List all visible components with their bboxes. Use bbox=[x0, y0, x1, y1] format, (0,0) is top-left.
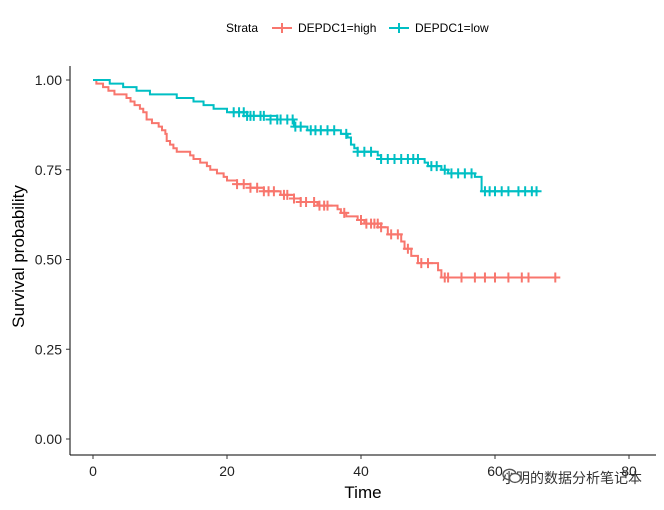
legend-key-cross bbox=[394, 23, 404, 33]
watermark: 小明的数据分析笔记本 bbox=[502, 468, 642, 488]
censor-mark bbox=[503, 186, 514, 197]
x-tick-label: 20 bbox=[219, 463, 235, 479]
censor-mark bbox=[423, 258, 433, 269]
censor-mark bbox=[466, 168, 477, 179]
censor-mark bbox=[341, 128, 352, 139]
censor-mark bbox=[258, 110, 269, 121]
censor-mark bbox=[523, 272, 534, 283]
x-tick-label: 80 bbox=[621, 463, 637, 479]
x-tick-label: 40 bbox=[353, 463, 369, 479]
censor-mark bbox=[456, 272, 467, 283]
x-axis-title: Time bbox=[344, 483, 381, 502]
censor-mark bbox=[322, 200, 333, 211]
censor-mark bbox=[431, 161, 442, 172]
y-tick-label: 0.00 bbox=[35, 431, 62, 447]
censor-mark bbox=[376, 222, 387, 233]
censor-mark bbox=[392, 229, 403, 240]
censor-mark bbox=[287, 114, 298, 125]
x-tick-label: 0 bbox=[89, 463, 97, 479]
y-axis-title: Survival probability bbox=[9, 185, 28, 328]
censor-mark bbox=[479, 272, 490, 283]
survival-curve-depdc1-high bbox=[93, 79, 559, 279]
watermark-text: 小明的数据分析笔记本 bbox=[502, 471, 642, 487]
censor-mark bbox=[289, 193, 299, 204]
censor-mark bbox=[252, 182, 263, 193]
legend-label: DEPDC1=low bbox=[415, 21, 489, 35]
y-tick-label: 1.00 bbox=[35, 72, 62, 88]
y-tick-label: 0.25 bbox=[35, 341, 62, 357]
censor-mark bbox=[443, 272, 454, 283]
censor-mark bbox=[412, 153, 423, 164]
censor-mark bbox=[356, 215, 366, 226]
y-tick-label: 0.50 bbox=[35, 252, 62, 268]
censor-mark bbox=[439, 164, 450, 175]
censor-mark bbox=[469, 272, 480, 283]
y-tick-label: 0.75 bbox=[35, 162, 62, 178]
censor-mark bbox=[282, 189, 293, 200]
censor-mark bbox=[339, 207, 350, 218]
censor-mark bbox=[295, 121, 306, 132]
wechat-icon bbox=[502, 468, 522, 484]
legend-key-cross bbox=[277, 23, 287, 33]
censor-mark bbox=[531, 186, 542, 197]
x-tick-label: 60 bbox=[487, 463, 503, 479]
legend-label: DEPDC1=high bbox=[298, 21, 376, 35]
censor-mark bbox=[550, 272, 561, 283]
censor-mark bbox=[490, 272, 500, 283]
censor-mark bbox=[238, 179, 249, 190]
censor-mark bbox=[366, 146, 377, 157]
censor-mark bbox=[268, 186, 279, 197]
legend-title: Strata bbox=[226, 21, 258, 35]
censor-mark bbox=[503, 272, 514, 283]
censor-mark bbox=[329, 125, 340, 136]
censor-mark bbox=[402, 243, 413, 254]
censor-mark bbox=[309, 197, 320, 208]
